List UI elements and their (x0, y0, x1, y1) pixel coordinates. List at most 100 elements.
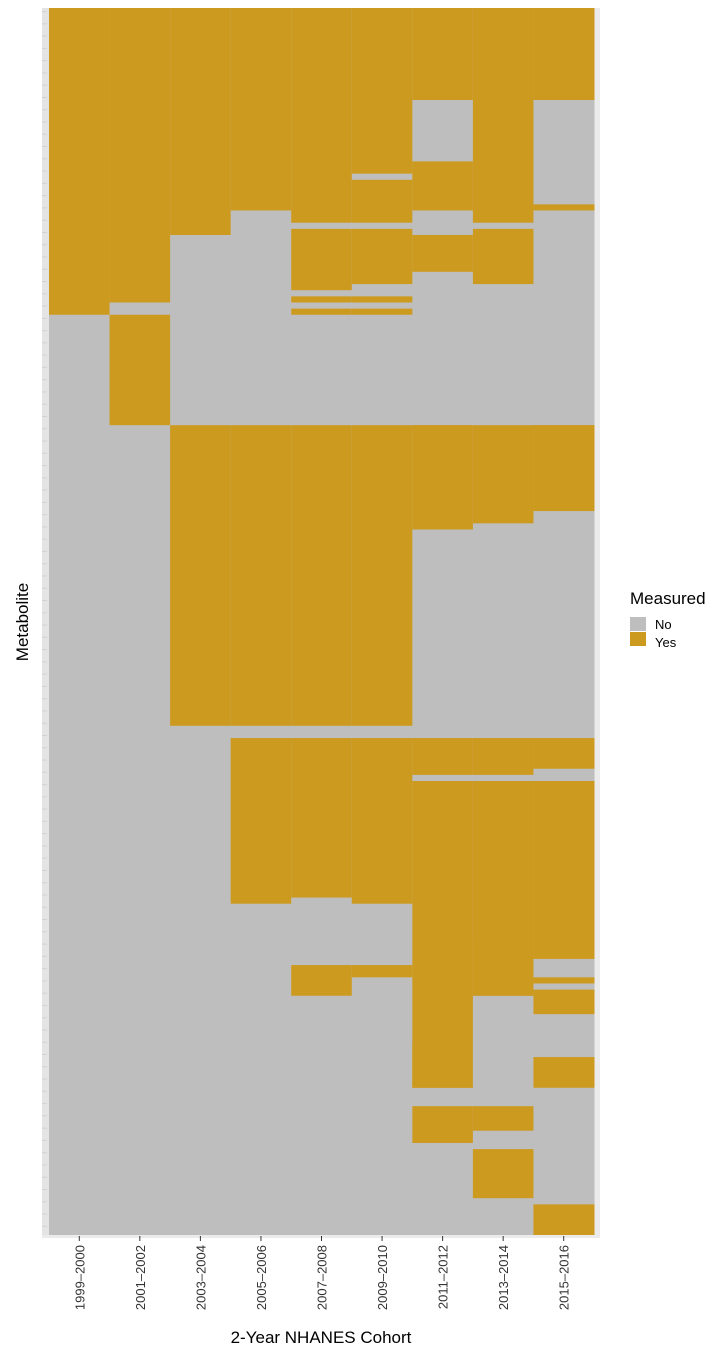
y-tick-mark (42, 698, 47, 700)
y-tick-mark (42, 207, 47, 209)
heatmap-cell-yes (170, 8, 232, 235)
y-tick-mark (42, 1041, 47, 1043)
y-tick-mark (42, 747, 47, 749)
y-tick-mark (42, 403, 47, 405)
y-tick-mark (42, 820, 47, 822)
heatmap-cell-yes (533, 738, 595, 769)
y-tick-mark (42, 514, 47, 516)
y-tick-mark (42, 624, 47, 626)
x-tick-label: 2009–2010 (375, 1245, 390, 1310)
y-tick-mark (42, 35, 47, 37)
y-tick-mark (42, 894, 47, 896)
y-tick-mark (42, 268, 47, 270)
heatmap-cell-yes (230, 8, 292, 211)
heatmap-cell-yes (412, 1044, 474, 1088)
y-tick-mark (42, 1054, 47, 1056)
x-tick-label: 2007–2008 (315, 1245, 330, 1310)
y-tick-mark (42, 636, 47, 638)
x-tick-label: 2005–2006 (254, 1245, 269, 1310)
heatmap-cell-yes (472, 425, 534, 524)
y-tick-mark (42, 11, 47, 13)
y-tick-mark (42, 796, 47, 798)
y-tick-mark (42, 354, 47, 356)
x-axis-ticks: 1999–2000 2001–2002 2003–2004 2005–2006 2007… (72, 1236, 572, 1310)
y-tick-mark (42, 1029, 47, 1031)
y-tick-mark (42, 1164, 47, 1166)
heatmap-cell-yes (291, 738, 353, 898)
y-tick-mark (42, 808, 47, 810)
x-axis-title: 2-Year NHANES Cohort (231, 1328, 412, 1347)
heatmap-cell-yes (351, 738, 413, 904)
y-tick-mark (42, 1017, 47, 1019)
heatmap-cell-yes (412, 161, 474, 211)
y-tick-mark (42, 72, 47, 74)
heatmap-cell-yes (351, 308, 413, 315)
y-tick-mark (42, 281, 47, 283)
y-tick-mark (42, 60, 47, 62)
y-tick-mark (42, 1201, 47, 1203)
y-tick-mark (42, 1127, 47, 1129)
y-tick-mark (42, 440, 47, 442)
y-tick-mark (42, 84, 47, 86)
y-tick-mark (42, 734, 47, 736)
heatmap-cell-yes (351, 8, 413, 174)
heatmap-cell-yes (533, 781, 595, 959)
y-tick-mark (42, 968, 47, 970)
heatmap-cell-yes (291, 228, 353, 291)
y-tick-mark (42, 919, 47, 921)
y-tick-mark (42, 943, 47, 945)
y-tick-mark (42, 784, 47, 786)
y-tick-mark (42, 121, 47, 123)
y-tick-mark (42, 391, 47, 393)
heatmap-cells (49, 8, 595, 1235)
y-tick-mark (42, 612, 47, 614)
heatmap-cell-yes (291, 296, 353, 303)
heatmap-cell-yes (472, 1106, 534, 1131)
y-tick-mark (42, 195, 47, 197)
heatmap-cell-yes (412, 425, 474, 530)
y-tick-mark (42, 366, 47, 368)
y-tick-mark (42, 563, 47, 565)
y-tick-mark (42, 857, 47, 859)
y-tick-mark (42, 1066, 47, 1068)
heatmap-cell-yes (230, 425, 292, 726)
y-tick-mark (42, 489, 47, 491)
y-tick-mark (42, 550, 47, 552)
x-tick-label: 2001–2002 (133, 1245, 148, 1310)
y-tick-mark (42, 845, 47, 847)
y-tick-mark (42, 526, 47, 528)
heatmap-cell-yes (533, 425, 595, 512)
y-tick-mark (42, 869, 47, 871)
heatmap-cell-yes (49, 8, 111, 315)
y-tick-mark (42, 980, 47, 982)
y-tick-mark (42, 146, 47, 148)
y-tick-mark (42, 330, 47, 332)
y-tick-mark (42, 1188, 47, 1190)
y-tick-mark (42, 882, 47, 884)
y-tick-mark (42, 992, 47, 994)
y-tick-mark (42, 661, 47, 663)
y-tick-mark (42, 722, 47, 724)
y-tick-mark (42, 649, 47, 651)
legend-swatch-no (630, 617, 646, 631)
y-tick-mark (42, 317, 47, 319)
y-tick-mark (42, 955, 47, 957)
legend-title: Measured (630, 589, 706, 608)
heatmap-cell-yes (472, 1149, 534, 1199)
heatmap-cell-yes (351, 296, 413, 303)
y-tick-mark (42, 170, 47, 172)
y-tick-mark (42, 182, 47, 184)
x-tick-label: 2011–2012 (436, 1245, 451, 1309)
y-tick-mark (42, 256, 47, 258)
y-axis-title: Metabolite (13, 583, 32, 661)
heatmap-cell-yes (351, 965, 413, 978)
y-tick-mark (42, 759, 47, 761)
heatmap-cell-yes (351, 179, 413, 223)
y-tick-mark (42, 465, 47, 467)
y-tick-mark (42, 1139, 47, 1141)
heatmap-cell-yes (351, 425, 413, 726)
y-tick-mark (42, 1225, 47, 1227)
y-tick-mark (42, 231, 47, 233)
y-tick-mark (42, 1115, 47, 1117)
